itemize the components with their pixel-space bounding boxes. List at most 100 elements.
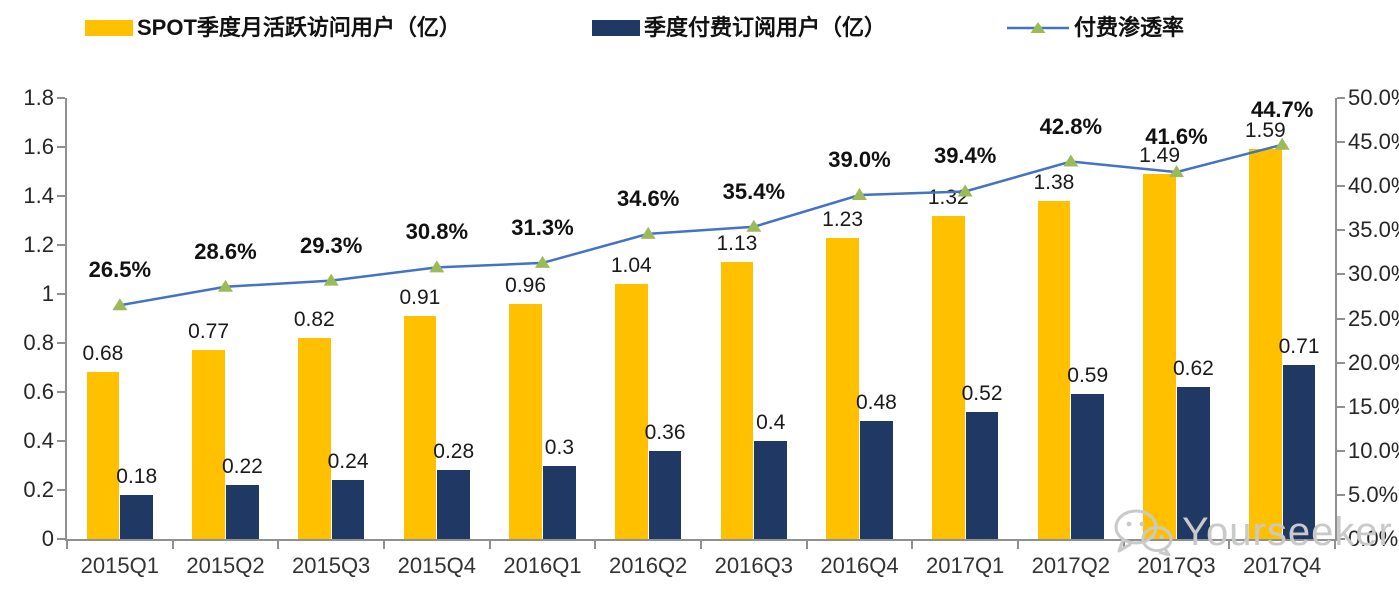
x-axis-label: 2016Q2 <box>609 553 688 578</box>
y-left-tick <box>57 538 65 540</box>
x-axis-label: 2017Q3 <box>1137 553 1216 578</box>
bar-label-mau: 1.13 <box>716 232 758 256</box>
penetration-label: 39.4% <box>933 143 997 169</box>
bar-subs-2015Q3 <box>331 480 365 539</box>
penetration-marker-icon <box>1063 154 1079 167</box>
legend-item-mau: SPOT季度月活跃访问用户（亿） <box>85 16 461 40</box>
bar-label-subs: 0.62 <box>1172 357 1214 381</box>
bar-label-subs: 0.3 <box>544 435 575 459</box>
y-axis-right-label: 15.0% <box>1348 393 1399 419</box>
bar-label-subs: 0.28 <box>433 440 475 464</box>
x-axis-label: 2015Q3 <box>292 553 371 578</box>
x-axis-label: 2015Q1 <box>80 553 159 578</box>
bar-label-subs: 0.59 <box>1067 364 1109 388</box>
y-axis-label: 1.2 <box>23 232 54 257</box>
x-axis-tick <box>805 541 808 549</box>
bar-mau-2017Q1 <box>931 215 965 539</box>
y-right-tick <box>1337 449 1345 452</box>
legend-label-subs: 季度付费订阅用户（亿） <box>644 15 887 40</box>
bar-mau-2015Q1 <box>86 372 120 539</box>
bar-label-mau: 1.04 <box>610 254 652 278</box>
bar-mau-2017Q2 <box>1037 200 1071 539</box>
legend-label-penetration: 付费渗透率 <box>1074 15 1185 40</box>
bar-label-mau: 0.91 <box>399 286 441 310</box>
y-axis-right-label: 50.0% <box>1348 85 1399 110</box>
bar-label-subs: 0.22 <box>221 455 263 479</box>
y-right-tick <box>1337 405 1345 408</box>
y-axis-right-label: 25.0% <box>1348 305 1399 331</box>
bar-subs-2016Q4 <box>860 421 893 539</box>
bar-subs-2016Q1 <box>543 465 576 539</box>
penetration-label: 31.3% <box>511 214 574 240</box>
watermark-text: Yourseeker <box>1182 510 1393 554</box>
y-left-tick <box>57 391 65 393</box>
x-axis-label: 2017Q4 <box>1243 553 1322 578</box>
bar-subs-2015Q1 <box>120 494 154 539</box>
bar-label-mau: 1.59 <box>1244 119 1286 143</box>
x-axis-tick <box>911 541 914 549</box>
y-axis-right-label: 5.0% <box>1348 481 1399 507</box>
y-left-tick <box>57 440 65 442</box>
bar-mau-2016Q1 <box>509 303 542 539</box>
penetration-marker-icon <box>852 188 867 201</box>
y-axis-right-label: 35.0% <box>1348 217 1399 243</box>
penetration-marker-icon <box>746 219 762 232</box>
y-right-tick <box>1337 185 1345 188</box>
y-axis-right-label: 20.0% <box>1348 349 1399 375</box>
penetration-label: 41.6% <box>1145 124 1208 150</box>
bar-mau-2016Q2 <box>614 284 648 539</box>
bar-label-mau: 1.38 <box>1033 170 1075 194</box>
penetration-marker-icon <box>535 255 550 268</box>
x-axis-tick <box>1334 541 1336 549</box>
penetration-marker-icon <box>218 279 233 292</box>
y-right-tick <box>1337 493 1345 496</box>
y-axis-label: 1.8 <box>23 85 54 110</box>
penetration-marker-icon <box>323 273 339 286</box>
penetration-label: 42.8% <box>1039 113 1103 139</box>
penetration-label: 35.4% <box>722 178 786 204</box>
penetration-marker-icon <box>640 226 656 239</box>
legend-item-penetration: 付费渗透率 <box>1006 16 1184 40</box>
wechat-icon <box>1114 509 1173 556</box>
bar-mau-2015Q2 <box>192 350 225 539</box>
bar-label-mau: 0.82 <box>293 308 335 332</box>
bar-mau-2015Q4 <box>403 316 437 539</box>
x-axis-tick <box>66 541 68 549</box>
bar-subs-2017Q1 <box>965 411 999 539</box>
penetration-label: 39.0% <box>828 147 891 173</box>
bar-label-mau: 1.23 <box>822 207 864 231</box>
penetration-label: 44.7% <box>1250 96 1314 122</box>
y-axis-label: 0.2 <box>23 477 54 502</box>
y-axis-right-label: 45.0% <box>1348 129 1399 155</box>
y-axis-right-label: 10.0% <box>1348 437 1399 463</box>
y-axis-left <box>65 98 67 539</box>
bar-mau-2017Q3 <box>1143 173 1176 539</box>
y-right-tick <box>1337 229 1345 232</box>
x-axis-label: 2016Q3 <box>714 553 793 578</box>
penetration-label: 29.3% <box>299 232 363 258</box>
watermark: Yourseeker <box>1112 508 1393 556</box>
penetration-label: 34.6% <box>616 185 680 211</box>
bar-subs-2015Q4 <box>437 470 471 539</box>
x-axis-tick <box>1017 541 1019 549</box>
y-left-tick <box>57 97 65 99</box>
bar-mau-2016Q3 <box>720 262 754 539</box>
y-axis-right <box>1335 98 1337 539</box>
y-right-tick <box>1337 361 1345 364</box>
penetration-marker-icon <box>429 260 445 273</box>
bar-label-mau: 0.68 <box>82 342 124 366</box>
bar-mau-2017Q4 <box>1248 149 1282 539</box>
penetration-label: 26.5% <box>88 257 152 283</box>
bar-subs-2016Q3 <box>754 441 788 539</box>
x-axis-label: 2017Q2 <box>1031 553 1110 578</box>
x-axis-label: 2015Q4 <box>397 553 476 578</box>
x-axis-label: 2016Q4 <box>820 553 899 578</box>
y-right-tick <box>1337 97 1345 99</box>
bar-mau-2015Q3 <box>297 338 331 539</box>
legend-item-subs: 季度付费订阅用户（亿） <box>592 16 886 40</box>
penetration-marker-icon <box>112 298 128 311</box>
bar-label-mau: 1.32 <box>927 185 969 209</box>
x-axis-tick <box>488 541 491 549</box>
x-axis-tick <box>171 541 174 549</box>
